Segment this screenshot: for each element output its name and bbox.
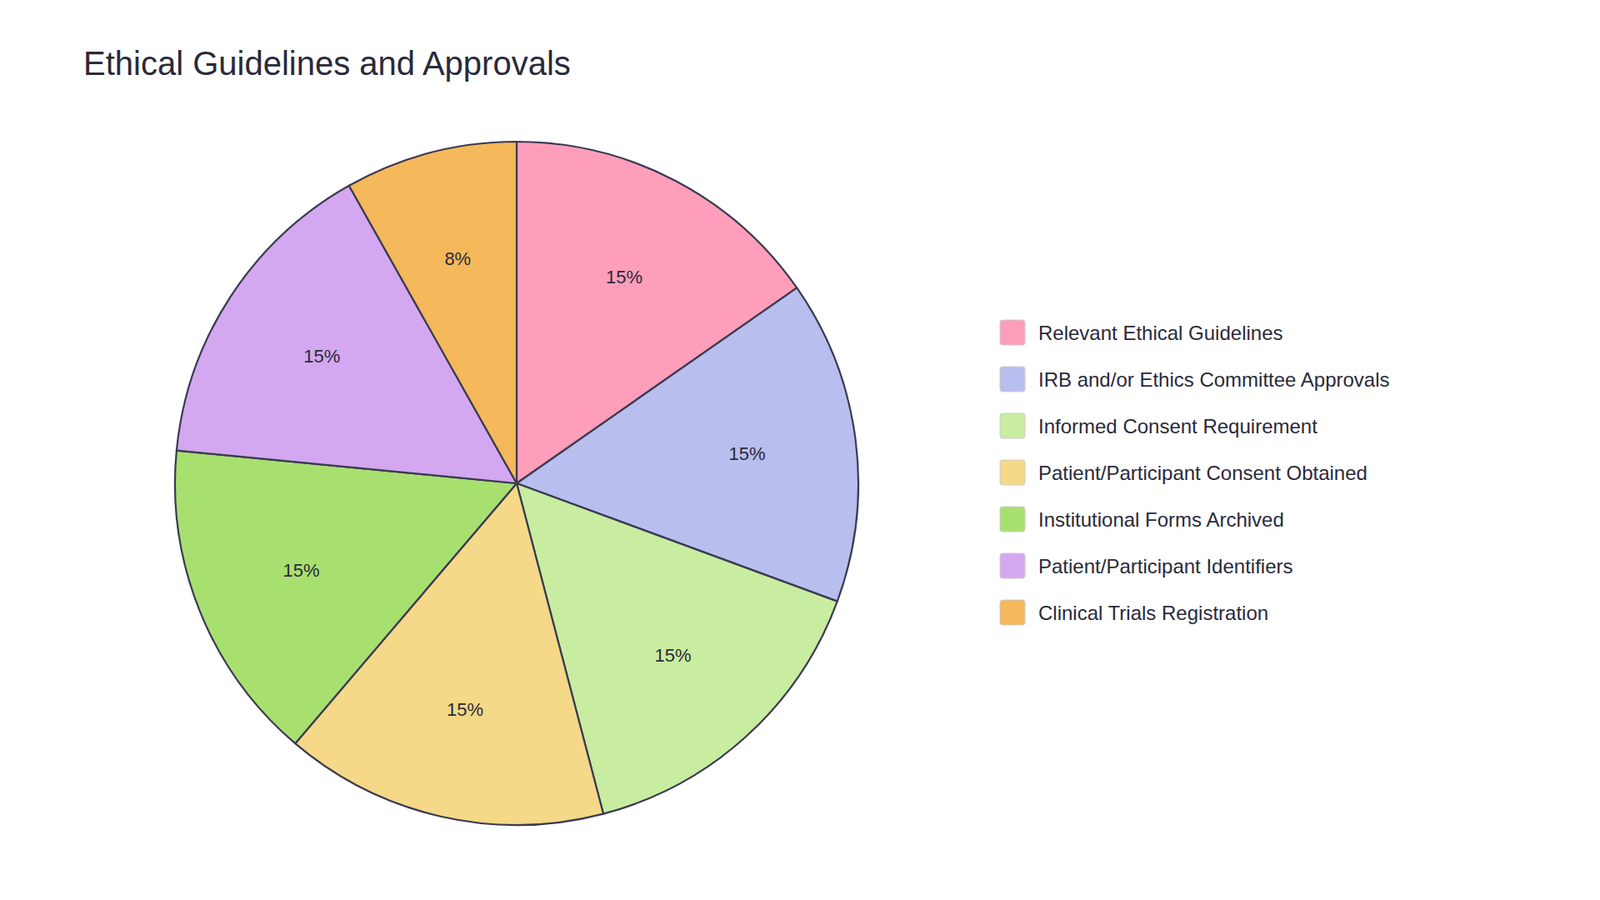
legend-label: Patient/Participant Identifiers: [1038, 555, 1294, 578]
legend-label: Informed Consent Requirement: [1038, 415, 1318, 438]
background: [0, 0, 1600, 900]
legend-label: Patient/Participant Consent Obtained: [1038, 461, 1368, 485]
legend-swatch: [1000, 600, 1025, 625]
legend-label: IRB and/or Ethics Committee Approvals: [1038, 368, 1390, 391]
title: Ethical Guidelines and Approvals: [83, 45, 571, 82]
legend-swatch: [1000, 460, 1025, 485]
legend-swatch: [1000, 413, 1025, 439]
legend-swatch: [1000, 506, 1025, 532]
slice: [349, 141, 517, 484]
data-label: 15%: [728, 443, 765, 465]
data-labels: 15% 15% 15% 15% 15% 15% 8%: [283, 248, 766, 720]
legend-label: Institutional Forms Archived: [1038, 508, 1285, 531]
legend-swatch: [1000, 320, 1025, 345]
legend-swatch: [1000, 553, 1025, 579]
data-label: 15%: [446, 699, 484, 720]
data-label: 8%: [444, 248, 471, 270]
data-label: 15%: [605, 266, 643, 288]
legend-label: Relevant Ethical Guidelines: [1038, 321, 1284, 345]
data-label: 15%: [283, 560, 320, 581]
chart: Ethical Guidelines and Approvals15%15%15…: [0, 0, 1600, 900]
legend-label: Clinical Trials Registration: [1038, 601, 1269, 625]
data-label: 15%: [303, 345, 340, 367]
slices: [175, 141, 859, 825]
slice: [175, 450, 517, 745]
legend: Relevant Ethical Guidelines IRB and/or Et…: [1000, 320, 1390, 625]
data-label: 15%: [654, 645, 691, 666]
legend-swatch: [1000, 366, 1025, 392]
